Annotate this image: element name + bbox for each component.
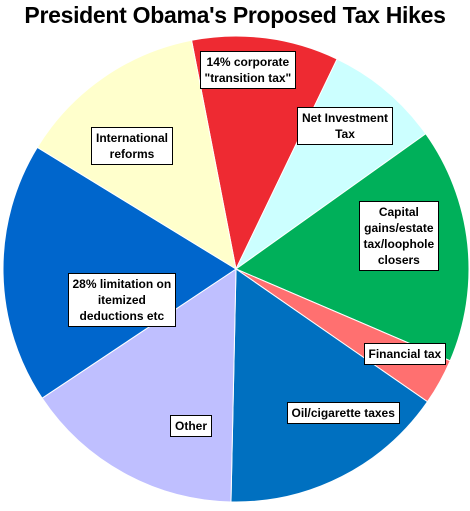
slice-label: Other	[170, 415, 213, 437]
slice-label: Net Investment Tax	[297, 107, 394, 145]
pie-slice	[41, 268, 237, 503]
slice-label: Oil/cigarette taxes	[286, 402, 400, 424]
slice-label: International reforms	[91, 127, 174, 165]
pie-slice	[234, 133, 470, 362]
slice-label: Capital gains/estate tax/loophole closer…	[358, 201, 440, 271]
pie-slice	[230, 268, 429, 503]
chart-title: President Obama's Proposed Tax Hikes	[24, 2, 446, 28]
slice-label: Financial tax	[363, 343, 447, 365]
pie-slice	[190, 35, 338, 271]
slice-label: 28% limitation on itemized deductions et…	[67, 273, 177, 327]
slice-label: 14% corporate "transition tax"	[199, 51, 297, 89]
pie-slice	[2, 146, 237, 399]
